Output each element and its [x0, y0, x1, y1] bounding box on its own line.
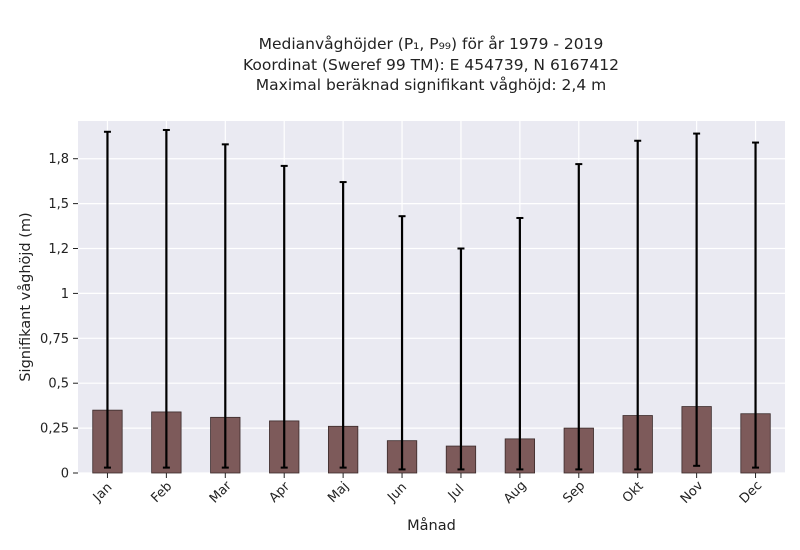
x-tick-label: Sep — [560, 479, 588, 507]
x-tick-label: Jul — [445, 482, 467, 504]
chart-title-line-1: Medianvåghöjder (P₁, P₉₉) för år 1979 - … — [258, 35, 604, 53]
x-tick-label: Dec — [737, 478, 765, 506]
x-tick-label: Feb — [148, 479, 175, 506]
y-tick-label: 1,2 — [48, 242, 69, 257]
x-axis-label: Månad — [407, 517, 456, 534]
y-tick-label: 0,25 — [40, 422, 69, 437]
x-tick-label: Maj — [325, 479, 352, 506]
y-tick-label: 0,5 — [48, 377, 69, 392]
y-tick-label: 0,75 — [40, 332, 69, 347]
chart-title-line-2: Koordinat (Sweref 99 TM): E 454739, N 61… — [243, 55, 619, 74]
x-tick-label: Nov — [678, 478, 707, 507]
x-tick-label: Jun — [384, 480, 410, 506]
y-tick-label: 0 — [61, 467, 69, 482]
x-tick-label: Apr — [266, 479, 293, 506]
x-tick-label: Mar — [207, 478, 235, 506]
y-tick-label: 1,5 — [48, 197, 69, 212]
x-tick-label: Jan — [90, 480, 115, 505]
plot-area — [78, 121, 785, 473]
chart-title-line-3: Maximal beräknad signifikant våghöjd: 2,… — [255, 76, 607, 94]
x-tick-label: Aug — [501, 478, 530, 507]
chart-title: Medianvåghöjder (P₁, P₉₉) för år 1979 - … — [0, 34, 800, 96]
y-axis-label: Signifikant våghöjd (m) — [17, 212, 34, 381]
y-tick-label: 1,8 — [48, 152, 69, 167]
x-axis-ticks: Jan Feb Mar Apr Maj Jun Jul Aug Sep Okt Nov Dec — [90, 473, 765, 507]
error-bars — [103, 128, 760, 471]
y-axis-ticks: 0 0,25 0,5 0,75 1 1,2 1,5 1,8 — [40, 152, 78, 482]
x-tick-label: Okt — [620, 479, 647, 506]
y-tick-label: 1 — [61, 287, 69, 302]
